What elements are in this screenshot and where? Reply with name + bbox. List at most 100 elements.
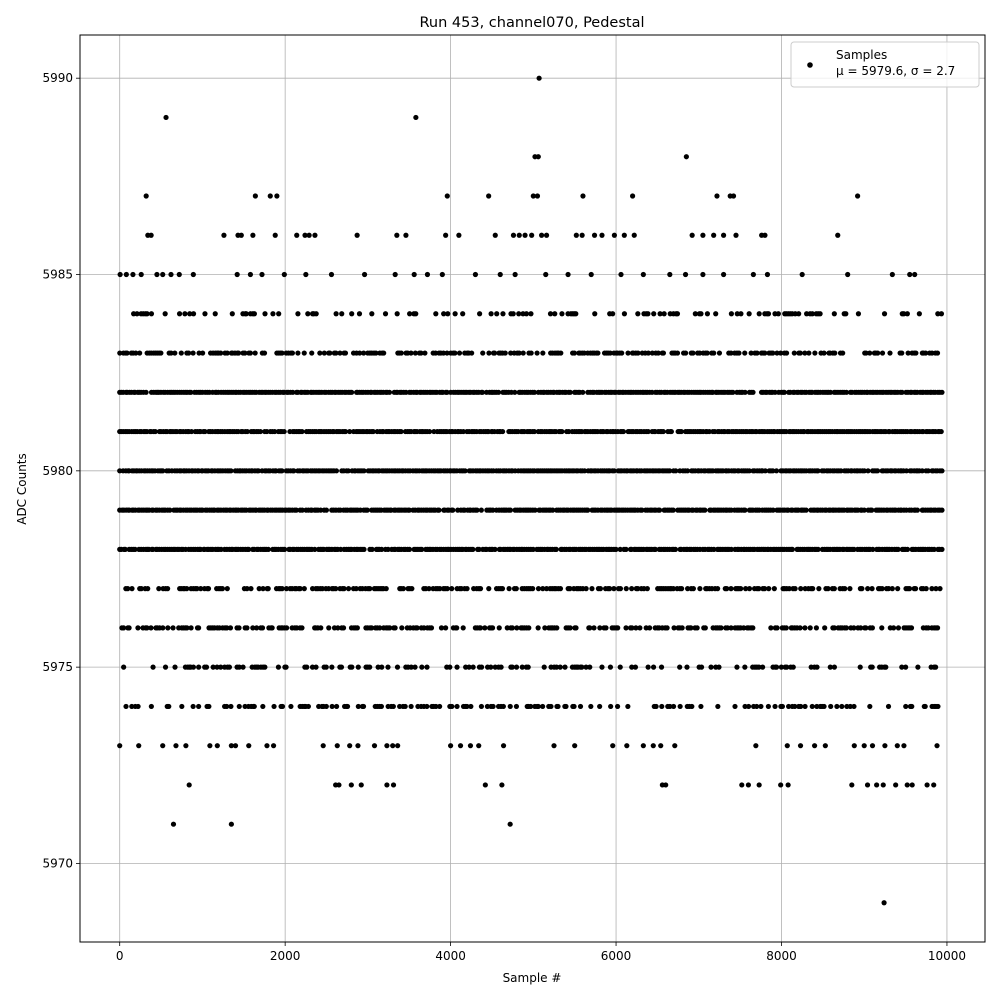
sample-point xyxy=(790,664,796,670)
sample-point xyxy=(338,664,345,670)
sample-point xyxy=(444,193,450,199)
sample-point xyxy=(244,625,250,631)
x-tick-label: 4000 xyxy=(435,949,466,963)
sample-point xyxy=(762,350,768,356)
sample-point xyxy=(407,311,413,317)
sample-point xyxy=(450,507,456,513)
sample-point xyxy=(187,311,193,317)
sample-point xyxy=(293,507,299,513)
sample-point xyxy=(632,664,639,670)
sample-point xyxy=(392,625,398,631)
sample-point xyxy=(400,586,406,592)
sample-point xyxy=(785,782,791,788)
sample-point xyxy=(312,232,318,238)
sample-point xyxy=(166,703,172,710)
sample-point xyxy=(361,271,368,278)
sample-point xyxy=(791,350,797,356)
sample-point xyxy=(179,703,185,710)
sample-point xyxy=(381,350,387,356)
sample-point xyxy=(302,232,308,238)
sample-point xyxy=(283,586,290,592)
sample-point xyxy=(869,664,875,670)
sample-point xyxy=(246,546,252,552)
sample-point xyxy=(635,311,641,317)
sample-point xyxy=(934,625,941,631)
sample-point xyxy=(784,743,790,749)
sample-point xyxy=(611,468,617,474)
sample-point xyxy=(247,350,254,356)
sample-point xyxy=(573,625,579,631)
sample-point xyxy=(176,311,183,317)
sample-point xyxy=(889,271,895,278)
sample-point xyxy=(259,271,265,278)
sample-point xyxy=(661,311,667,317)
sample-point xyxy=(500,311,506,317)
sample-point xyxy=(541,664,547,670)
sample-point xyxy=(931,782,937,788)
sample-point xyxy=(901,311,907,317)
x-axis: 0 2000 4000 6000 8000 10000 xyxy=(116,942,966,963)
sample-point xyxy=(765,703,771,710)
sample-point xyxy=(799,271,805,278)
sample-point xyxy=(333,468,340,474)
sample-point xyxy=(939,468,945,474)
sample-point xyxy=(682,271,689,278)
sample-point xyxy=(242,350,248,356)
sample-point xyxy=(202,311,208,317)
sample-point xyxy=(467,743,474,749)
sample-point xyxy=(663,782,669,788)
sample-point xyxy=(482,782,488,788)
sample-point xyxy=(271,703,277,710)
sample-point xyxy=(667,468,673,474)
sample-point xyxy=(441,311,447,317)
sample-point xyxy=(650,743,656,749)
sample-point xyxy=(672,743,678,749)
sample-point xyxy=(464,703,470,710)
sample-point xyxy=(847,703,853,710)
sample-point xyxy=(760,664,766,670)
sample-point xyxy=(758,703,764,710)
sample-point xyxy=(369,546,375,552)
sample-point xyxy=(806,350,812,356)
sample-point xyxy=(702,507,708,513)
sample-point xyxy=(516,232,522,238)
sample-point xyxy=(684,468,691,474)
sample-point xyxy=(419,664,425,670)
sample-point xyxy=(528,311,534,317)
x-tick-label: 10000 xyxy=(928,949,966,963)
sample-point xyxy=(741,625,747,631)
sample-point xyxy=(885,586,892,592)
sample-point xyxy=(562,664,568,670)
sample-point xyxy=(424,703,430,710)
sample-point xyxy=(913,350,919,356)
sample-point xyxy=(650,664,657,670)
sample-point xyxy=(778,664,784,670)
sample-point xyxy=(905,350,911,356)
sample-point xyxy=(240,664,246,670)
sample-point xyxy=(807,625,813,631)
sample-point xyxy=(875,350,881,356)
sample-point xyxy=(129,703,135,710)
sample-point xyxy=(256,586,262,592)
sample-point xyxy=(270,311,276,317)
sample-point xyxy=(645,311,651,317)
sample-point xyxy=(739,782,745,788)
sample-point xyxy=(349,389,355,395)
sample-point xyxy=(929,586,935,592)
sample-point xyxy=(597,586,604,592)
sample-point xyxy=(736,350,742,356)
sample-point xyxy=(369,311,375,317)
sample-point xyxy=(301,586,307,592)
sample-point xyxy=(743,586,749,592)
sample-point xyxy=(770,468,776,474)
sample-point xyxy=(158,350,164,356)
sample-point xyxy=(460,428,466,435)
sample-point xyxy=(756,782,762,788)
sample-point xyxy=(908,625,915,631)
sample-point xyxy=(183,743,189,749)
sample-point xyxy=(583,664,589,670)
sample-point xyxy=(443,625,449,631)
sample-point xyxy=(200,350,206,356)
sample-point xyxy=(667,703,673,710)
sample-point xyxy=(734,311,740,317)
